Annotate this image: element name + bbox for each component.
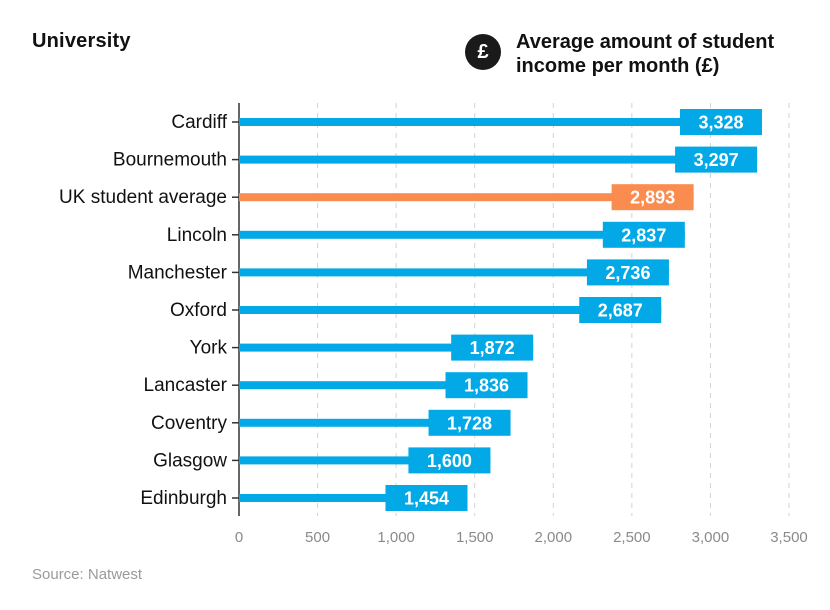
bar [239,230,685,239]
bar [239,268,669,277]
value-label: 2,893 [630,188,675,208]
bar [239,118,762,126]
y-axis-header: University [32,30,131,52]
category-label: Oxford [170,300,227,321]
bar [239,343,534,352]
value-label-box [385,485,468,511]
value-label-box [586,259,669,286]
bar [239,456,491,465]
x-tick-label: 0 [235,529,243,546]
value-label: 1,872 [470,338,515,358]
x-tick-label: 1,000 [377,529,415,546]
bar [239,155,758,164]
x-tick-label: 1,500 [456,529,494,546]
value-label-box [428,409,511,436]
value-label-box [445,372,528,399]
x-tick-label: 500 [305,529,330,546]
category-label: Edinburgh [140,488,227,509]
category-label: Lincoln [167,225,227,246]
value-label-box [579,297,662,323]
category-label: UK student average [59,187,227,208]
pound-icon: £ [465,34,501,70]
category-label: Manchester [128,262,228,283]
category-label: Bournemouth [113,150,227,171]
x-tick-label: 3,500 [770,529,808,546]
x-tick-label: 2,500 [613,529,651,546]
value-label: 2,736 [605,263,650,283]
value-label: 3,297 [694,150,739,170]
value-label-box [679,109,762,135]
value-label: 1,600 [427,451,472,471]
category-label: Cardiff [171,112,227,133]
value-label-box [611,184,694,211]
chart-title: Average amount of student income per mon… [516,31,775,77]
x-tick-label: 2,000 [535,529,573,546]
value-label-box [675,146,758,173]
category-label: Glasgow [153,450,227,471]
bar [239,381,528,390]
category-label: Coventry [151,413,228,434]
value-label: 1,728 [447,413,492,433]
value-label-box [602,221,685,248]
category-label: York [190,338,228,359]
category-label: Lancaster [144,375,228,396]
bar-chart: 0 500 1,000 1,500 2,000 2,500 3,000 3,500 Cardif… [59,103,808,546]
value-label: 1,836 [464,376,509,396]
bar [239,494,468,502]
source-note: Source: Natwest [32,566,143,583]
x-tick-label: 3,000 [692,529,730,546]
bar [239,306,662,314]
value-label: 3,328 [698,113,743,133]
bar [239,418,511,427]
value-label: 2,837 [621,225,666,245]
value-label-box [451,334,534,361]
bar [239,193,694,202]
value-label: 1,454 [404,489,449,509]
value-label: 2,687 [598,301,643,321]
value-label-box [408,447,491,474]
